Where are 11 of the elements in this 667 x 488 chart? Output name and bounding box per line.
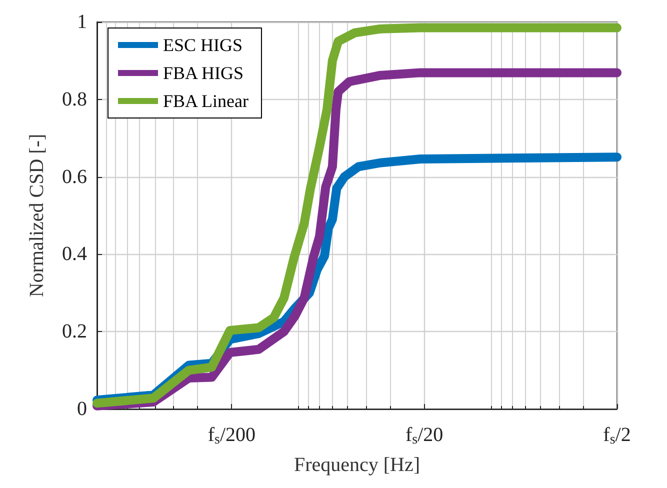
y-tick-label: 0.6 bbox=[62, 166, 87, 188]
y-tick-label: 0.2 bbox=[62, 320, 87, 343]
y-tick-label: 0.8 bbox=[62, 88, 87, 110]
x-axis-title: Frequency [Hz] bbox=[294, 454, 420, 476]
legend-label: FBA HIGS bbox=[163, 63, 244, 83]
y-axis-title: Normalized CSD [-] bbox=[26, 134, 48, 298]
legend-label: FBA Linear bbox=[163, 91, 248, 111]
y-tick-label: 0.4 bbox=[62, 243, 87, 266]
y-tick-label: 1 bbox=[77, 11, 87, 33]
legend-label: ESC HIGS bbox=[163, 35, 243, 55]
y-tick-label: 0 bbox=[77, 398, 87, 420]
